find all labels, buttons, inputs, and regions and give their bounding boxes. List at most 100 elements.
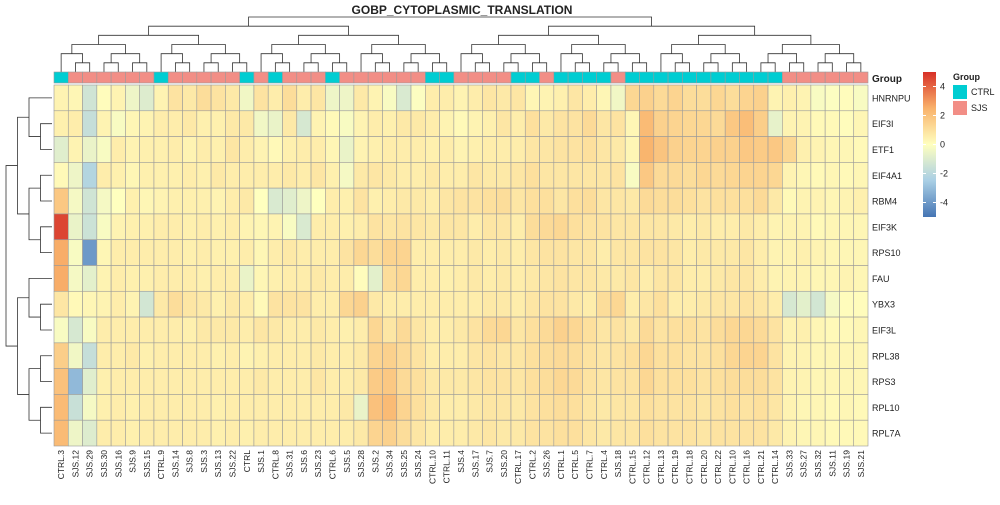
column-label: SJS.22 bbox=[228, 450, 238, 478]
heatmap-cell bbox=[210, 394, 226, 421]
heatmap-cell bbox=[125, 368, 140, 395]
heatmap-cell bbox=[53, 316, 69, 344]
heatmap-cell bbox=[667, 419, 683, 447]
heatmap-cell bbox=[596, 316, 612, 344]
annotation-cell bbox=[510, 71, 526, 84]
heatmap-cell bbox=[153, 213, 169, 241]
heatmap-cell bbox=[67, 342, 83, 369]
heatmap-cell bbox=[410, 239, 426, 266]
heatmap-cell bbox=[453, 394, 469, 421]
heatmap-cell bbox=[596, 342, 612, 369]
group-legend: CTRL SJS bbox=[953, 85, 995, 115]
heatmap-cell bbox=[96, 239, 112, 266]
heatmap-cell bbox=[153, 368, 169, 395]
heatmap-cell bbox=[325, 265, 340, 292]
heatmap-cell bbox=[225, 342, 240, 369]
heatmap-cell bbox=[296, 316, 312, 344]
heatmap-cell bbox=[496, 136, 512, 163]
heatmap-cell bbox=[696, 239, 712, 266]
heatmap-cell bbox=[496, 316, 512, 344]
heatmap-cell bbox=[824, 316, 840, 344]
heatmap-cell bbox=[553, 110, 569, 137]
heatmap-cell bbox=[482, 419, 498, 447]
heatmap-cell bbox=[253, 316, 269, 344]
column-label: CTRL.14 bbox=[770, 450, 780, 484]
heatmap-cell bbox=[439, 136, 455, 163]
heatmap-cell bbox=[524, 419, 540, 447]
heatmap-cell bbox=[524, 136, 540, 163]
heatmap-cell bbox=[453, 162, 469, 189]
heatmap-cell bbox=[710, 316, 726, 344]
heatmap-cell bbox=[539, 162, 555, 189]
heatmap-cell bbox=[182, 394, 198, 421]
heatmap-cell bbox=[82, 84, 98, 112]
heatmap-cell bbox=[824, 84, 840, 112]
heatmap-cell bbox=[125, 187, 140, 215]
heatmap-cell bbox=[524, 394, 540, 421]
heatmap-cell bbox=[139, 162, 155, 189]
heatmap-cell bbox=[724, 239, 740, 266]
heatmap-cell bbox=[596, 368, 612, 395]
heatmap-cell bbox=[653, 110, 669, 137]
heatmap-cell bbox=[339, 136, 355, 163]
heatmap-cell bbox=[667, 368, 683, 395]
color-scale-tick-label: 2 bbox=[940, 111, 945, 121]
heatmap-cell bbox=[125, 265, 140, 292]
heatmap-cell bbox=[453, 265, 469, 292]
heatmap-cell bbox=[210, 239, 226, 266]
heatmap-cell bbox=[239, 265, 255, 292]
heatmap-cell bbox=[853, 136, 869, 163]
heatmap-cell bbox=[125, 316, 140, 344]
heatmap-cell bbox=[267, 342, 283, 369]
heatmap-cell bbox=[96, 213, 112, 241]
heatmap-cell bbox=[282, 187, 298, 215]
heatmap-cell bbox=[582, 136, 597, 163]
annotation-cell bbox=[182, 71, 198, 84]
heatmap-cell bbox=[539, 84, 555, 112]
annotation-cell bbox=[496, 71, 512, 84]
heatmap-cell bbox=[139, 419, 155, 447]
heatmap-cell bbox=[824, 265, 840, 292]
heatmap-cell bbox=[267, 84, 283, 112]
heatmap-cell bbox=[153, 394, 169, 421]
heatmap-cell bbox=[667, 162, 683, 189]
heatmap-cell bbox=[296, 136, 312, 163]
heatmap-cell bbox=[496, 239, 512, 266]
heatmap-cell bbox=[639, 394, 655, 421]
color-scale-tick-label: 4 bbox=[940, 82, 945, 92]
annotation-cell bbox=[467, 71, 483, 84]
heatmap-cell bbox=[539, 213, 555, 241]
column-label: SJS.4 bbox=[456, 450, 466, 473]
heatmap-cell bbox=[125, 84, 140, 112]
annotation-cell bbox=[582, 71, 597, 84]
heatmap-cell bbox=[367, 213, 383, 241]
heatmap-cell bbox=[753, 394, 769, 421]
heatmap-cell bbox=[696, 136, 712, 163]
heatmap-cell bbox=[853, 213, 869, 241]
heatmap-cell bbox=[296, 110, 312, 137]
annotation-cell bbox=[553, 71, 569, 84]
heatmap-cell bbox=[667, 187, 683, 215]
annotation-cell bbox=[396, 71, 412, 84]
heatmap-cell bbox=[353, 368, 369, 395]
heatmap-cell bbox=[539, 265, 555, 292]
heatmap-cell bbox=[553, 316, 569, 344]
annotation-cell bbox=[225, 71, 240, 84]
column-label: CTRL.10 bbox=[427, 450, 437, 484]
heatmap-cell bbox=[296, 394, 312, 421]
heatmap-cell bbox=[724, 136, 740, 163]
heatmap-cell bbox=[325, 110, 340, 137]
heatmap-cell bbox=[682, 290, 697, 318]
heatmap-cell bbox=[596, 136, 612, 163]
heatmap-cell bbox=[310, 316, 326, 344]
heatmap-cell bbox=[667, 110, 683, 137]
heatmap-cell bbox=[82, 290, 98, 318]
annotation-cell bbox=[710, 71, 726, 84]
heatmap-cell bbox=[853, 187, 869, 215]
heatmap-cell bbox=[482, 290, 498, 318]
heatmap-cell bbox=[839, 316, 855, 344]
heatmap-cell bbox=[310, 187, 326, 215]
annotation-cell bbox=[82, 71, 98, 84]
heatmap-cell bbox=[724, 162, 740, 189]
heatmap-cell bbox=[724, 84, 740, 112]
